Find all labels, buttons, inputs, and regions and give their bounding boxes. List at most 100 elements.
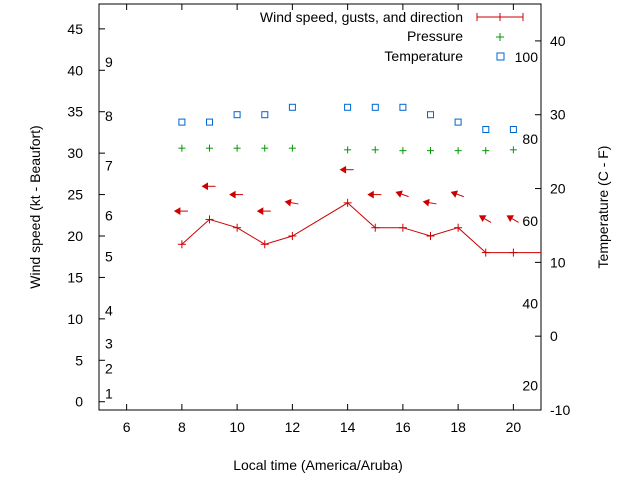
legend-label-wind: Wind speed, gusts, and direction <box>260 9 463 25</box>
left-tick-label: 20 <box>67 228 83 244</box>
arrow-head <box>201 182 208 191</box>
temperature-point <box>344 103 352 111</box>
right-tick-label: 0 <box>550 328 558 344</box>
left-tick-label: 40 <box>67 62 83 78</box>
arrow-head <box>478 215 487 223</box>
arrow-head <box>506 215 515 223</box>
y-left-axis-label: Wind speed (kt - Beaufort) <box>27 125 43 288</box>
x-tick-label: 16 <box>395 419 411 435</box>
wind-speed-point <box>205 215 214 224</box>
beaufort-label: 8 <box>105 108 113 124</box>
pressure-point <box>482 147 490 155</box>
pressure-point <box>371 146 379 154</box>
arrow-head <box>367 190 374 199</box>
wind-direction-arrow <box>422 198 437 207</box>
pressure-point <box>288 144 296 152</box>
wind-direction-arrow <box>450 190 464 198</box>
wind-speed-point <box>233 223 242 232</box>
temperature-point <box>178 118 186 126</box>
wind-speed-point <box>481 248 490 257</box>
wind-direction-arrow <box>506 215 519 223</box>
wind-speed-point <box>426 232 435 240</box>
beaufort-label: 9 <box>105 54 113 70</box>
right-axis-ticks: -10 0 10 20 30 40 <box>535 33 570 418</box>
left-tick-label: 0 <box>75 394 83 410</box>
x-tick-label: 8 <box>178 419 186 435</box>
series-layer <box>173 103 541 257</box>
left-tick-label: 15 <box>67 269 83 285</box>
wind-direction-arrow <box>173 207 188 215</box>
fahrenheit-labels: 20 40 60 80 100 <box>515 49 539 393</box>
fahrenheit-label: 100 <box>515 49 539 65</box>
temperature-point <box>206 118 213 126</box>
temperature-point <box>427 111 434 119</box>
x-tick-label: 10 <box>229 419 245 435</box>
wind-speed-point <box>260 240 269 249</box>
temperature-point <box>261 111 269 119</box>
temperature-point <box>399 103 407 111</box>
left-tick-label: 5 <box>75 352 83 368</box>
beaufort-label: 4 <box>105 303 113 319</box>
right-tick-label: 10 <box>550 254 566 270</box>
x-tick-label: 12 <box>285 419 301 435</box>
pressure-point <box>509 146 517 154</box>
plot-frame <box>98 3 542 411</box>
x-axis-label: Local time (America/Aruba) <box>233 457 403 473</box>
beaufort-label: 1 <box>105 385 113 401</box>
arrow-head <box>173 207 181 215</box>
right-tick-label: 20 <box>550 181 566 197</box>
pressure-point <box>261 144 269 152</box>
pressure-point <box>399 147 407 155</box>
arrow-head <box>450 190 459 198</box>
left-tick-label: 30 <box>67 145 83 161</box>
wind-speed-point <box>454 223 463 232</box>
x-tick-label: 6 <box>123 419 131 435</box>
temperature-point <box>288 103 296 111</box>
wind-direction-arrow <box>367 190 382 199</box>
x-axis-ticks: 6 8 10 12 14 16 18 20 <box>123 4 522 435</box>
arrow-head <box>395 190 403 198</box>
beaufort-labels: 1 2 3 4 5 6 7 8 9 <box>105 54 113 401</box>
temperature-point <box>454 118 462 126</box>
left-tick-label: 45 <box>67 21 83 37</box>
legend-label-temperature: Temperature <box>384 48 463 64</box>
fahrenheit-label: 80 <box>522 131 538 147</box>
legend-label-pressure: Pressure <box>407 28 463 44</box>
right-tick-label: 40 <box>550 33 566 49</box>
wind-direction-arrow <box>229 190 244 199</box>
fahrenheit-label: 20 <box>522 378 538 394</box>
wind-direction-arrow <box>201 182 216 191</box>
beaufort-label: 7 <box>105 158 113 174</box>
x-tick-label: 18 <box>450 419 466 435</box>
wind-direction-arrow <box>256 207 271 215</box>
beaufort-label: 3 <box>105 336 113 352</box>
wind-speed-point <box>343 198 352 207</box>
wind-direction-arrow <box>339 165 354 174</box>
wind-speed-point <box>288 232 297 240</box>
fahrenheit-label: 40 <box>522 296 538 312</box>
temperature-point <box>509 126 517 133</box>
beaufort-label: 2 <box>105 361 113 377</box>
arrow-head <box>229 190 236 199</box>
y-right-axis-label: Temperature (C - F) <box>595 146 611 269</box>
arrow-head <box>339 165 347 174</box>
legend: Wind speed, gusts, and direction Pressur… <box>260 9 524 64</box>
pressure-point <box>427 147 434 155</box>
left-tick-label: 25 <box>67 187 83 203</box>
arrow-head <box>284 198 292 207</box>
right-tick-label: 30 <box>550 107 566 123</box>
left-tick-label: 10 <box>67 311 83 327</box>
wind-speed-point <box>509 248 518 257</box>
beaufort-label: 5 <box>105 249 113 265</box>
x-tick-label: 20 <box>506 419 522 435</box>
arrow-head <box>422 198 430 207</box>
arrow-head <box>256 207 264 215</box>
pressure-point <box>344 146 352 154</box>
wind-direction-arrow <box>395 190 409 198</box>
temperature-point <box>371 103 379 111</box>
wind-speed-point <box>177 240 186 249</box>
wind-speed-point <box>371 223 380 232</box>
pressure-point <box>206 144 213 152</box>
left-tick-label: 35 <box>67 104 83 120</box>
